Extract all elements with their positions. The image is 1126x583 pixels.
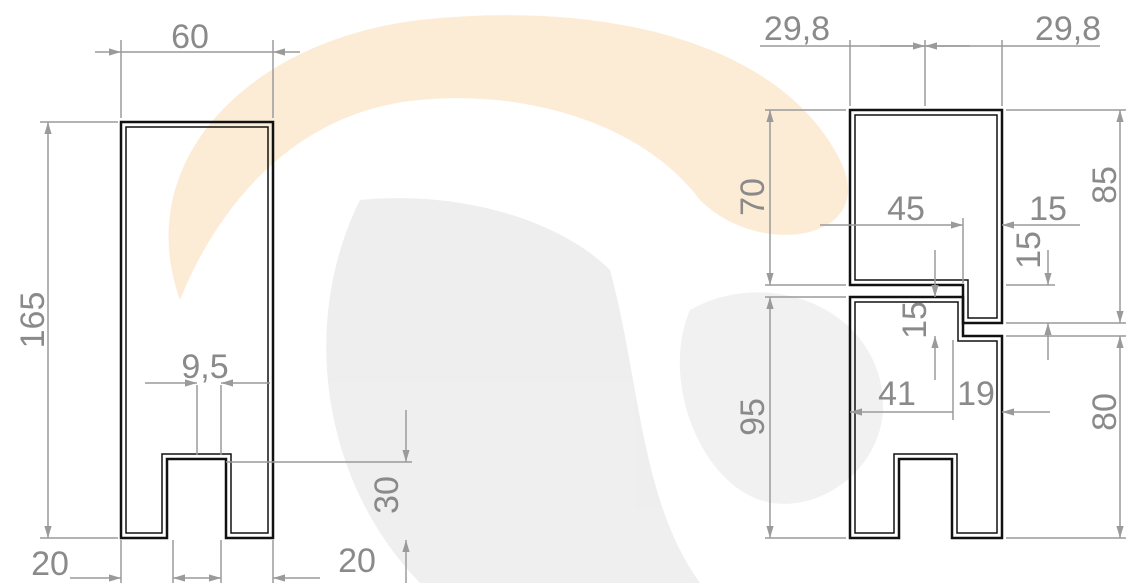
right-bottom-outer	[848, 295, 1004, 540]
dimension-label: 165	[14, 292, 52, 349]
watermark	[168, 15, 884, 583]
dimension-label: 30	[368, 476, 406, 514]
dimension-label: 95	[734, 398, 772, 436]
dimension-label: 60	[171, 18, 209, 56]
dimension-lines	[40, 40, 1126, 583]
dimension-label: 15	[1010, 231, 1048, 269]
dimension-label: 15	[1029, 190, 1067, 228]
dimension-label: 9,5	[181, 348, 228, 386]
dimension-label: 29,8	[1035, 10, 1101, 48]
dimension-label: 41	[878, 375, 916, 413]
dimension-label: 20	[31, 545, 69, 583]
dimension-label: 20	[338, 542, 376, 580]
dimension-label: 15	[896, 301, 934, 339]
dimension-label: 19	[957, 375, 995, 413]
dimension-label: 85	[1086, 166, 1124, 204]
right-bottom-inner	[854, 301, 998, 534]
right-top-inner	[854, 114, 998, 319]
dimension-label: 80	[1086, 393, 1124, 431]
dimension-label: 45	[887, 190, 925, 228]
dimension-label: 70	[734, 178, 772, 216]
left-profile-inner	[125, 126, 269, 534]
right-top-outer	[848, 108, 1004, 325]
left-profile-outer	[119, 120, 275, 540]
dimension-label: 29,8	[764, 10, 830, 48]
